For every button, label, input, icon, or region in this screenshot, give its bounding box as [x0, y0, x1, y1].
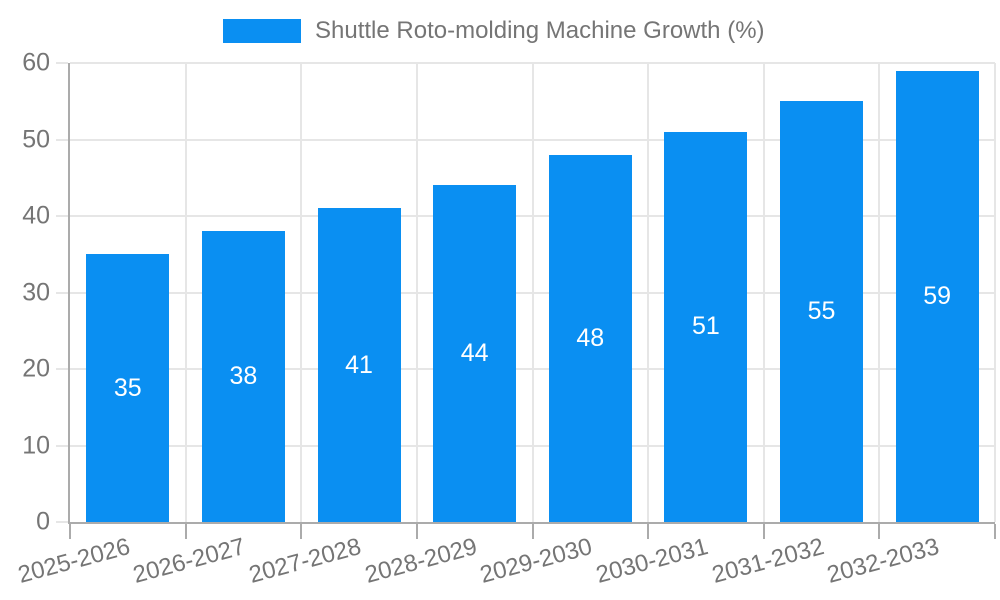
x-tick-mark: [647, 524, 650, 539]
x-tick-mark: [531, 524, 534, 539]
x-gridline: [531, 63, 534, 522]
bar-2029-2030[interactable]: 48: [548, 154, 632, 522]
x-tick-mark: [878, 524, 881, 539]
x-gridline: [184, 63, 187, 522]
legend-label: Shuttle Roto-molding Machine Growth (%): [315, 17, 765, 44]
y-tick-mark: [56, 444, 68, 447]
bar-value-label: 51: [692, 312, 720, 341]
x-gridline: [415, 63, 418, 522]
y-tick-mark: [56, 368, 68, 370]
y-tick-label: 60: [22, 48, 50, 77]
bar-value-label: 55: [807, 297, 836, 326]
x-tick-mark: [415, 524, 418, 539]
x-gridline: [994, 63, 996, 522]
y-tick-mark: [56, 138, 68, 141]
bar-value-label: 35: [113, 373, 142, 402]
y-tick-label: 30: [22, 278, 50, 306]
bar-2028-2029[interactable]: 44: [433, 185, 517, 522]
x-gridline: [878, 63, 881, 522]
bar-2031-2032[interactable]: 55: [780, 101, 864, 522]
x-gridline: [762, 63, 765, 522]
y-tick-label: 20: [22, 354, 50, 383]
bar-value-label: 41: [345, 350, 373, 379]
x-tick-mark: [300, 524, 303, 539]
y-tick-label: 10: [22, 431, 50, 459]
bar-value-label: 59: [923, 281, 952, 310]
bar-2032-2033[interactable]: 59: [895, 70, 979, 522]
legend[interactable]: Shuttle Roto-molding Machine Growth (%): [223, 17, 765, 45]
y-tick-mark: [56, 62, 68, 64]
legend-swatch: [223, 19, 301, 43]
plot-area: 0 10 20 30 40 50 60 35 38 41 44 48 51 55 59: [22, 49, 996, 539]
y-tick-label: 0: [36, 507, 50, 536]
x-gridline: [300, 63, 303, 522]
x-tick-mark: [994, 524, 996, 539]
bar-value-label: 38: [229, 362, 258, 391]
x-gridline: [647, 63, 650, 522]
bar-2025-2026[interactable]: 35: [86, 254, 170, 522]
y-tick-label: 40: [22, 201, 50, 230]
y-tick-mark: [56, 291, 68, 294]
bar-value-label: 44: [460, 339, 489, 368]
bar-value-label: 48: [576, 323, 605, 352]
bar-2026-2027[interactable]: 38: [201, 231, 285, 522]
y-tick-mark: [56, 521, 68, 523]
x-tick-mark: [184, 524, 187, 539]
x-tick-mark: [69, 524, 71, 539]
bar-2027-2028[interactable]: 41: [317, 208, 401, 522]
x-tick-mark: [762, 524, 765, 539]
bar-2030-2031[interactable]: 51: [664, 131, 748, 522]
y-tick-mark: [56, 215, 68, 217]
y-tick-label: 50: [22, 125, 50, 153]
